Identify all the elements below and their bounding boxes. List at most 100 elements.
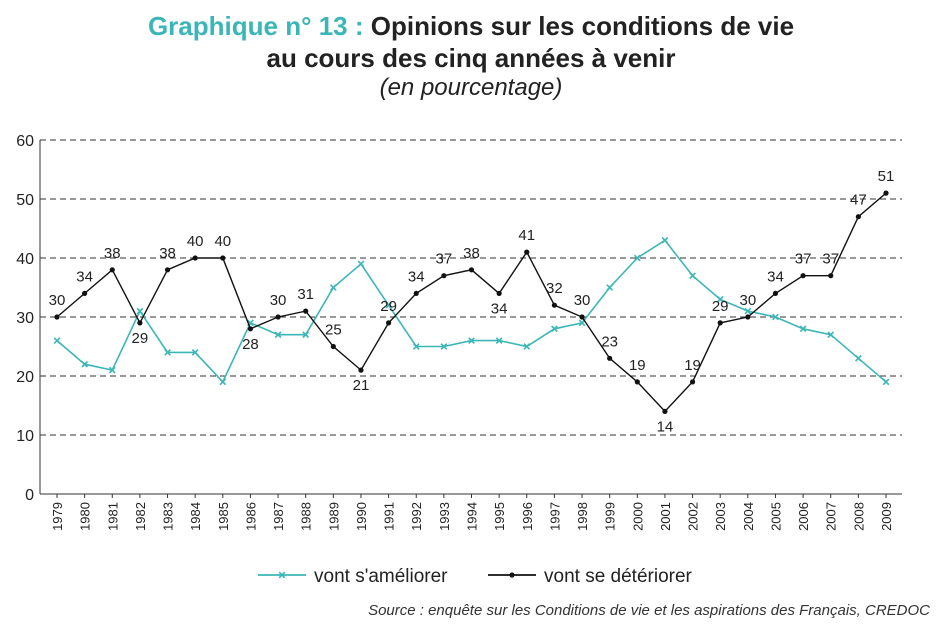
data-point <box>523 343 531 350</box>
data-point <box>440 343 448 350</box>
data-point <box>53 337 61 344</box>
x-tick-label: 1988 <box>299 502 314 531</box>
data-label: 34 <box>767 268 784 285</box>
data-label: 38 <box>159 245 176 262</box>
x-tick-label: 2005 <box>768 502 783 531</box>
y-tick-label: 40 <box>16 251 34 268</box>
data-label: 30 <box>49 292 66 309</box>
data-point <box>164 349 171 356</box>
data-point <box>524 249 530 255</box>
data-point <box>855 354 862 362</box>
y-tick-label: 0 <box>25 487 34 504</box>
x-tick-label: 2006 <box>796 502 811 531</box>
x-tick-label: 1989 <box>326 502 341 531</box>
x-tick-label: 2001 <box>658 502 673 531</box>
data-point <box>606 284 614 291</box>
y-tick-label: 60 <box>16 133 34 150</box>
y-tick-label: 50 <box>16 192 34 209</box>
data-point <box>883 190 889 196</box>
x-tick-label: 1985 <box>216 502 231 531</box>
chart-subtitle: (en pourcentage) <box>379 74 563 101</box>
data-point <box>54 314 60 320</box>
chart-title-line-2: au cours des cinq années à venir <box>266 43 676 73</box>
data-label: 51 <box>878 168 895 185</box>
chart-title: Opinions sur les conditions de vie <box>370 11 795 41</box>
x-tick-label: 1998 <box>575 502 590 531</box>
data-label: 29 <box>712 298 729 315</box>
data-point <box>329 284 337 291</box>
x-tick-label: 2009 <box>879 502 894 531</box>
data-point <box>689 379 696 385</box>
data-point <box>634 379 640 385</box>
data-point <box>828 273 834 279</box>
data-label: 40 <box>187 233 204 250</box>
data-point <box>662 408 668 414</box>
x-tick-label: 1997 <box>547 502 562 531</box>
x-tick-label: 1983 <box>161 502 176 531</box>
legend-swatch-marker-0 <box>278 571 286 579</box>
data-label: 25 <box>325 322 342 339</box>
data-point <box>358 367 364 373</box>
data-label: 32 <box>546 280 563 297</box>
x-tick-label: 1992 <box>409 502 424 531</box>
data-point <box>192 255 198 261</box>
chart-title-prefix: Graphique n° 13 : <box>147 11 364 41</box>
data-point <box>882 378 890 386</box>
data-label: 34 <box>408 268 425 285</box>
data-point <box>82 290 88 296</box>
data-label: 31 <box>297 286 314 303</box>
x-tick-label: 2003 <box>713 502 728 531</box>
data-label: 37 <box>795 251 812 268</box>
data-point <box>386 320 392 326</box>
data-label: 38 <box>463 245 480 262</box>
data-point <box>551 302 558 308</box>
data-point <box>412 343 420 350</box>
data-point <box>607 355 613 361</box>
x-tick-label: 2007 <box>824 502 839 531</box>
data-point <box>468 337 475 344</box>
data-point <box>108 366 116 374</box>
data-label: 23 <box>601 333 618 350</box>
data-point <box>219 378 227 386</box>
data-point <box>164 267 171 273</box>
data-point <box>302 331 310 339</box>
data-point <box>137 320 143 326</box>
data-label: 37 <box>436 251 453 268</box>
x-tick-label: 2002 <box>686 502 701 531</box>
data-label: 34 <box>491 300 508 317</box>
data-point <box>136 307 144 315</box>
line-chart: 0 10 20 30 40 50 60 1979 1980 1981 1982 1983 1984 198… <box>16 133 902 587</box>
data-label: 30 <box>574 292 591 309</box>
data-point <box>303 308 309 314</box>
data-point <box>745 314 751 320</box>
data-point <box>274 331 282 339</box>
legend-label-1: vont se détériorer <box>544 566 693 587</box>
data-label: 19 <box>684 357 701 374</box>
data-point <box>661 236 669 244</box>
data-point <box>191 349 199 356</box>
data-point <box>551 325 558 333</box>
data-point <box>772 290 779 296</box>
x-tick-label: 1986 <box>243 502 258 531</box>
x-tick-label: 2004 <box>741 502 756 531</box>
data-label: 19 <box>629 357 646 374</box>
legend-swatch-marker-1 <box>509 572 515 578</box>
legend-label-0: vont s'améliorer <box>314 566 448 587</box>
data-point <box>81 360 88 368</box>
x-tick-label: 1991 <box>382 502 397 531</box>
x-tick-label: 1990 <box>354 502 369 531</box>
x-tick-label: 1981 <box>105 502 120 531</box>
data-point <box>744 307 752 315</box>
data-label: 47 <box>850 192 867 209</box>
y-tick-label: 30 <box>16 310 34 327</box>
chart-title-block: Graphique n° 13 : Opinions sur les condi… <box>0 10 942 102</box>
series-line-1 <box>56 192 887 413</box>
data-point <box>247 326 254 332</box>
x-tick-label: 1995 <box>492 502 507 531</box>
data-point <box>220 255 226 261</box>
data-label: 37 <box>822 251 839 268</box>
x-tick-label: 1993 <box>437 502 452 531</box>
data-point <box>633 254 641 262</box>
data-label: 29 <box>380 298 397 315</box>
data-point <box>441 273 447 279</box>
